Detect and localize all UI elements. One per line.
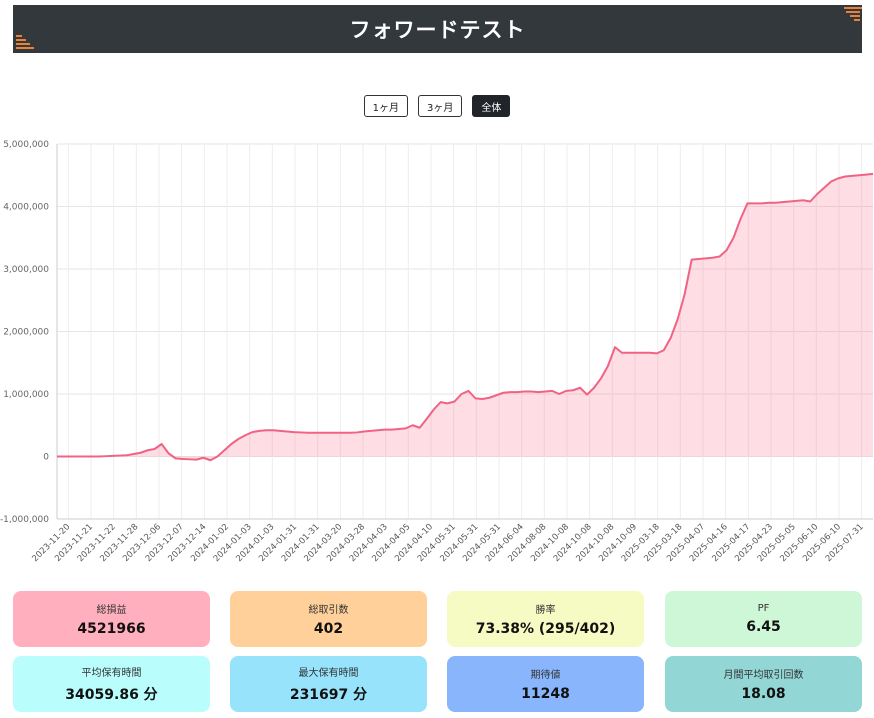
stat-card-avg-holding-time: 平均保有時間 34059.86 分 xyxy=(13,656,210,712)
corner-decoration-icon xyxy=(844,7,862,23)
stat-label: 最大保有時間 xyxy=(298,668,359,679)
y-tick-label: -1,000,000 xyxy=(0,515,49,525)
stat-card-total-trades: 総取引数 402 xyxy=(230,591,427,647)
stat-label: 期待値 xyxy=(530,670,561,681)
stat-card-pf: PF 6.45 xyxy=(665,591,862,647)
stat-label: 総損益 xyxy=(96,605,127,616)
stat-value: 34059.86 分 xyxy=(65,687,158,703)
y-tick-label: 2,000,000 xyxy=(3,328,49,338)
profit-area xyxy=(57,173,873,461)
stat-card-monthly-avg-trades: 月間平均取引回数 18.08 xyxy=(665,656,862,712)
stat-label: PF xyxy=(757,603,770,614)
range-3-months-button[interactable]: 3ヶ月 xyxy=(418,95,463,117)
y-tick-label: 1,000,000 xyxy=(3,390,49,400)
range-1-month-button[interactable]: 1ヶ月 xyxy=(363,95,408,117)
stat-label: 勝率 xyxy=(535,605,556,616)
page-title: フォワードテスト xyxy=(349,18,526,42)
stat-value: 231697 分 xyxy=(289,687,368,703)
stat-value: 6.45 xyxy=(746,619,781,635)
stat-label: 平均保有時間 xyxy=(81,668,142,679)
stat-card-win-rate: 勝率 73.38% (295/402) xyxy=(447,591,644,647)
y-tick-label: 4,000,000 xyxy=(3,203,49,213)
corner-decoration-icon xyxy=(16,35,34,51)
y-tick-label: 0 xyxy=(43,453,49,463)
stat-card-max-holding-time: 最大保有時間 231697 分 xyxy=(230,656,427,712)
stat-card-expected-value: 期待値 11248 xyxy=(447,656,644,712)
stat-value: 11248 xyxy=(521,686,570,702)
stat-card-total-profit: 総損益 4521966 xyxy=(13,591,210,647)
y-tick-label: 3,000,000 xyxy=(3,265,49,275)
y-tick-label: 5,000,000 xyxy=(3,140,49,150)
profit-chart: 5,000,000 4,000,000 3,000,000 2,000,000 1,00… xyxy=(0,140,874,564)
page-header: フォワードテスト xyxy=(13,5,862,53)
range-selector: 1ヶ月 3ヶ月 全体 xyxy=(0,95,874,117)
stat-value: 18.08 xyxy=(741,686,786,702)
profit-line xyxy=(57,172,874,462)
stat-label: 月間平均取引回数 xyxy=(723,670,804,681)
stat-value: 73.38% (295/402) xyxy=(475,621,616,637)
stat-label: 総取引数 xyxy=(308,605,349,616)
stat-value: 4521966 xyxy=(77,621,146,637)
range-all-button[interactable]: 全体 xyxy=(472,95,511,117)
stat-value: 402 xyxy=(313,621,344,637)
